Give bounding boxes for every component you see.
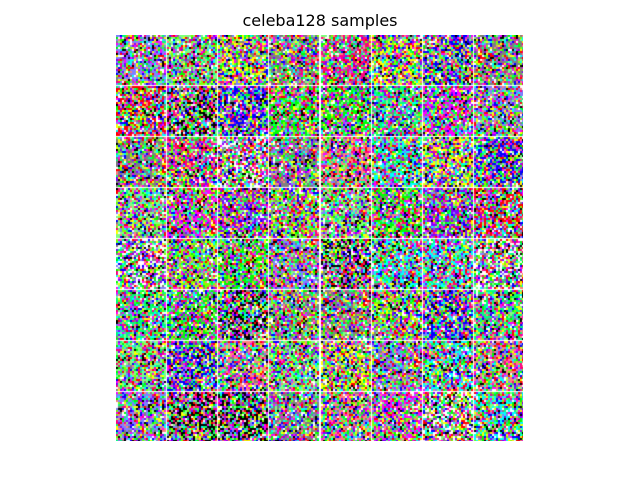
noise-sample-canvas	[116, 35, 523, 441]
sample-image-grid	[116, 35, 523, 441]
figure-title: celeba128 samples	[242, 11, 398, 30]
